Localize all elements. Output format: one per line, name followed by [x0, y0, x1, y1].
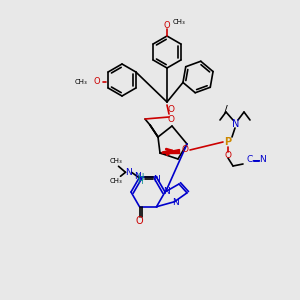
Text: CH₃: CH₃	[110, 158, 123, 164]
Text: H: H	[138, 177, 143, 186]
Text: CH₃: CH₃	[173, 19, 186, 25]
Text: H: H	[137, 173, 144, 182]
Text: CH₃: CH₃	[110, 178, 123, 184]
Text: N: N	[125, 168, 132, 177]
Text: O: O	[224, 151, 232, 160]
Text: N: N	[153, 175, 160, 184]
Text: O: O	[182, 146, 188, 154]
Text: C: C	[247, 155, 253, 164]
Text: O: O	[164, 20, 170, 29]
Text: N: N	[260, 155, 266, 164]
Text: N: N	[134, 172, 141, 181]
Text: O: O	[167, 106, 175, 115]
Text: O: O	[136, 216, 143, 226]
Text: N: N	[232, 119, 240, 129]
Text: N: N	[172, 198, 179, 207]
Text: P: P	[224, 137, 232, 147]
Text: N: N	[164, 187, 170, 196]
Text: CH₃: CH₃	[74, 79, 87, 85]
Text: /: /	[224, 105, 228, 115]
Polygon shape	[160, 149, 179, 153]
Text: O: O	[167, 115, 175, 124]
Text: O: O	[94, 77, 100, 86]
